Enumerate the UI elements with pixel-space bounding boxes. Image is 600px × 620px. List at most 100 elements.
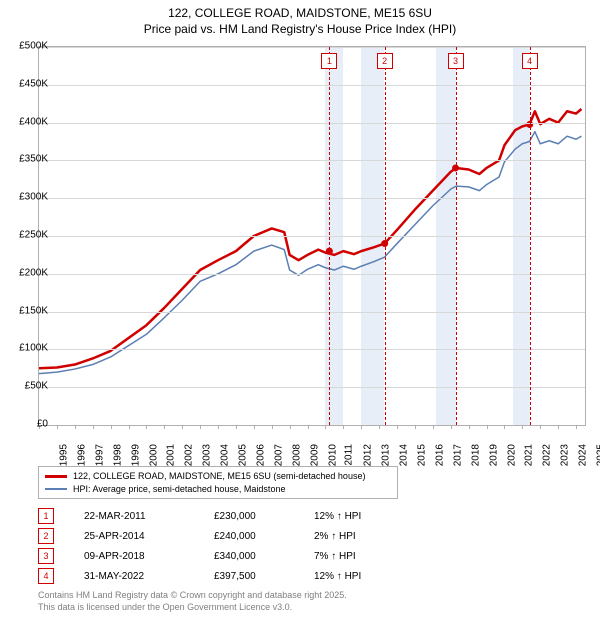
x-tick — [272, 425, 273, 429]
x-axis-label: 2001 — [166, 444, 177, 466]
x-tick — [182, 425, 183, 429]
x-tick — [57, 425, 58, 429]
y-axis-label: £450K — [4, 78, 48, 89]
x-tick — [361, 425, 362, 429]
event-id-box: 3 — [38, 548, 54, 564]
event-id-box: 1 — [38, 508, 54, 524]
event-price: £240,000 — [214, 531, 314, 542]
gridline — [39, 123, 585, 124]
event-percent: 12% ↑ HPI — [314, 571, 404, 582]
event-date: 25-APR-2014 — [84, 531, 214, 542]
event-row: 309-APR-2018£340,0007% ↑ HPI — [38, 546, 404, 566]
event-marker-line — [456, 47, 457, 425]
x-axis-label: 2004 — [219, 444, 230, 466]
event-percent: 12% ↑ HPI — [314, 511, 404, 522]
chart-plot-area: 1995199619971998199920002001200220032004… — [38, 46, 586, 426]
y-axis-label: £200K — [4, 267, 48, 278]
event-percent: 2% ↑ HPI — [314, 531, 404, 542]
x-tick — [451, 425, 452, 429]
event-date: 22-MAR-2011 — [84, 511, 214, 522]
title-subtitle: Price paid vs. HM Land Registry's House … — [0, 22, 600, 38]
x-axis-label: 2006 — [255, 444, 266, 466]
legend: 122, COLLEGE ROAD, MAIDSTONE, ME15 6SU (… — [38, 466, 398, 499]
x-tick — [433, 425, 434, 429]
gridline — [39, 160, 585, 161]
event-marker-line — [329, 47, 330, 425]
x-tick — [415, 425, 416, 429]
events-table: 122-MAR-2011£230,00012% ↑ HPI225-APR-201… — [38, 506, 404, 586]
x-axis-label: 2003 — [201, 444, 212, 466]
x-axis-label: 1999 — [130, 444, 141, 466]
x-tick — [111, 425, 112, 429]
legend-label: HPI: Average price, semi-detached house,… — [73, 483, 285, 496]
footer: Contains HM Land Registry data © Crown c… — [38, 590, 347, 613]
x-axis-label: 2017 — [452, 444, 463, 466]
x-tick — [379, 425, 380, 429]
y-axis-label: £150K — [4, 305, 48, 316]
x-axis-label: 2002 — [184, 444, 195, 466]
x-axis-label: 1997 — [94, 444, 105, 466]
x-axis-label: 2007 — [273, 444, 284, 466]
event-date: 31-MAY-2022 — [84, 571, 214, 582]
x-tick — [218, 425, 219, 429]
y-axis-label: £250K — [4, 230, 48, 241]
legend-swatch — [45, 475, 67, 478]
gridline — [39, 47, 585, 48]
event-marker-box: 2 — [377, 53, 393, 69]
series-price_paid — [39, 109, 581, 368]
event-date: 09-APR-2018 — [84, 551, 214, 562]
gridline — [39, 387, 585, 388]
x-tick — [343, 425, 344, 429]
x-axis-label: 2020 — [506, 444, 517, 466]
gridline — [39, 236, 585, 237]
x-tick — [487, 425, 488, 429]
x-tick — [558, 425, 559, 429]
x-axis-label: 2019 — [488, 444, 499, 466]
event-marker-box: 3 — [448, 53, 464, 69]
title-address: 122, COLLEGE ROAD, MAIDSTONE, ME15 6SU — [0, 6, 600, 22]
x-axis-label: 2021 — [524, 444, 535, 466]
x-tick — [576, 425, 577, 429]
x-axis-label: 2005 — [237, 444, 248, 466]
legend-label: 122, COLLEGE ROAD, MAIDSTONE, ME15 6SU (… — [73, 470, 365, 483]
legend-swatch — [45, 488, 67, 490]
event-row: 122-MAR-2011£230,00012% ↑ HPI — [38, 506, 404, 526]
x-axis-label: 2000 — [148, 444, 159, 466]
y-axis-label: £350K — [4, 154, 48, 165]
event-id-box: 4 — [38, 568, 54, 584]
x-axis-label: 2012 — [363, 444, 374, 466]
x-tick — [236, 425, 237, 429]
gridline — [39, 312, 585, 313]
x-tick — [522, 425, 523, 429]
x-tick — [397, 425, 398, 429]
x-axis-label: 2013 — [380, 444, 391, 466]
x-axis-label: 2022 — [542, 444, 553, 466]
footer-line2: This data is licensed under the Open Gov… — [38, 602, 347, 614]
chart-container: 122, COLLEGE ROAD, MAIDSTONE, ME15 6SU P… — [0, 0, 600, 620]
x-tick — [540, 425, 541, 429]
event-price: £397,500 — [214, 571, 314, 582]
legend-item-price-paid: 122, COLLEGE ROAD, MAIDSTONE, ME15 6SU (… — [45, 470, 391, 483]
legend-item-hpi: HPI: Average price, semi-detached house,… — [45, 483, 391, 496]
x-tick — [75, 425, 76, 429]
gridline — [39, 349, 585, 350]
event-percent: 7% ↑ HPI — [314, 551, 404, 562]
x-tick — [325, 425, 326, 429]
x-tick — [146, 425, 147, 429]
x-axis-label: 2010 — [327, 444, 338, 466]
event-marker-box: 4 — [522, 53, 538, 69]
event-id-box: 2 — [38, 528, 54, 544]
event-marker-line — [385, 47, 386, 425]
x-tick — [93, 425, 94, 429]
gridline — [39, 198, 585, 199]
x-axis-label: 1995 — [58, 444, 69, 466]
x-tick — [164, 425, 165, 429]
x-axis-label: 2024 — [577, 444, 588, 466]
footer-line1: Contains HM Land Registry data © Crown c… — [38, 590, 347, 602]
event-marker-line — [530, 47, 531, 425]
x-axis-label: 2014 — [398, 444, 409, 466]
x-axis-label: 2015 — [416, 444, 427, 466]
y-axis-label: £400K — [4, 116, 48, 127]
x-tick — [504, 425, 505, 429]
y-axis-label: £100K — [4, 343, 48, 354]
